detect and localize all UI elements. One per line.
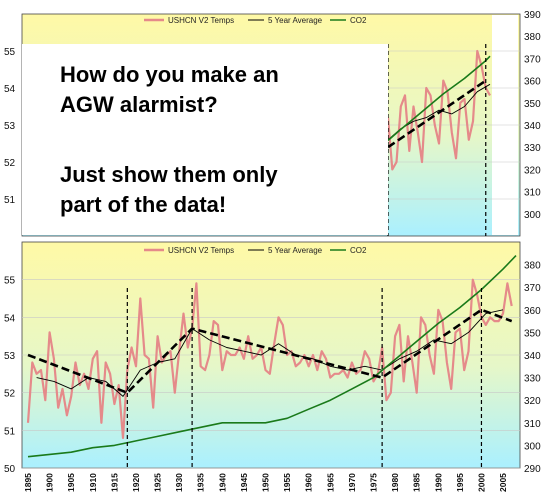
bottom-series-line [26, 278, 513, 439]
top-trend-line [387, 79, 487, 149]
bottom-xtick: 1935 [196, 473, 206, 492]
top-ytick-right: 300 [524, 210, 541, 221]
bottom-xtick: 1980 [390, 473, 400, 492]
top-ytick-left: 55 [4, 47, 16, 58]
bottom-ytick-left: 50 [4, 464, 16, 475]
bottom-chart: 50 51 52 53 54 55 290 300 310 320 330 340 350 360 370… [4, 241, 541, 492]
caption-line-2: AGW alarmist? [60, 92, 218, 117]
bottom-ytick-left: 53 [4, 351, 16, 362]
top-ytick-right: 310 [524, 188, 541, 199]
bottom-ytick-right: 330 [524, 374, 541, 385]
bottom-xtick: 2005 [498, 473, 508, 492]
bottom-ytick-left: 54 [4, 313, 16, 324]
top-ytick-left: 51 [4, 195, 16, 206]
bottom-xtick: 1985 [412, 473, 422, 492]
top-ytick-right: 330 [524, 143, 541, 154]
bottom-ytick-right: 360 [524, 306, 541, 317]
bottom-legend: USHCN V2 Temps 5 Year Average CO2 [144, 246, 367, 255]
top-ytick-left: 54 [4, 84, 16, 95]
bottom-ytick-right: 340 [524, 351, 541, 362]
top-ytick-left: 53 [4, 121, 16, 132]
bottom-xtick: 1975 [368, 473, 378, 492]
bottom-xtick: 1970 [347, 473, 357, 492]
bottom-ytick-right: 380 [524, 261, 541, 272]
top-legend: USHCN V2 Temps 5 Year Average CO2 [144, 16, 367, 25]
bottom-ytick-left: 55 [4, 276, 16, 287]
bottom-xtick: 1955 [282, 473, 292, 492]
top-right-axis-ticks: 300 310 320 330 340 350 360 370 380 390 [524, 10, 541, 221]
caption-line-1: How do you make an [60, 62, 279, 87]
bottom-ytick-right: 370 [524, 283, 541, 294]
bottom-trend-line [27, 308, 513, 395]
bottom-x-axis-ticks: 1895 1900 1905 1910 1915 1920 1925 1930 1935 1940… [23, 473, 508, 492]
bottom-xtick: 1925 [153, 473, 163, 492]
top-legend-temps: USHCN V2 Temps [168, 16, 234, 25]
bottom-ytick-right: 320 [524, 396, 541, 407]
top-ytick-right: 390 [524, 10, 541, 21]
top-ytick-right: 340 [524, 121, 541, 132]
caption-line-4: part of the data! [60, 192, 226, 217]
bottom-series [26, 255, 517, 468]
bottom-legend-co2: CO2 [350, 246, 367, 255]
bottom-xtick: 1930 [174, 473, 184, 492]
bottom-ytick-right: 290 [524, 464, 541, 475]
bottom-xtick: 2000 [476, 473, 486, 492]
top-ytick-right: 360 [524, 77, 541, 88]
top-ytick-right: 350 [524, 99, 541, 110]
bottom-xtick: 1920 [131, 473, 141, 492]
bottom-right-axis-ticks: 290 300 310 320 330 340 350 360 370 380 [524, 261, 541, 475]
bottom-legend-avg: 5 Year Average [268, 246, 323, 255]
bottom-xtick: 1910 [88, 473, 98, 492]
bottom-xtick: 1960 [304, 473, 314, 492]
bottom-ytick-left: 51 [4, 426, 16, 437]
caption-line-3: Just show them only [60, 162, 278, 187]
top-ytick-left: 52 [4, 158, 16, 169]
bottom-left-axis-ticks: 50 51 52 53 54 55 [4, 276, 16, 475]
bottom-xtick: 1895 [23, 473, 33, 492]
top-ytick-right: 320 [524, 165, 541, 176]
top-ytick-right: 380 [524, 32, 541, 43]
bottom-ytick-right: 300 [524, 441, 541, 452]
bottom-xtick: 1900 [45, 473, 55, 492]
bottom-legend-temps: USHCN V2 Temps [168, 246, 234, 255]
top-legend-co2: CO2 [350, 16, 367, 25]
bottom-ytick-right: 310 [524, 419, 541, 430]
bottom-series-line [27, 255, 517, 458]
bottom-xtick: 1940 [217, 473, 227, 492]
top-legend-avg: 5 Year Average [268, 16, 323, 25]
caption-box: How do you make an AGW alarmist? Just sh… [22, 44, 388, 235]
top-left-axis-ticks: 51 52 53 54 55 [4, 47, 16, 206]
bottom-xtick: 1915 [109, 473, 119, 492]
top-ytick-right: 370 [524, 54, 541, 65]
bottom-ytick-left: 52 [4, 389, 16, 400]
bottom-xtick: 1990 [433, 473, 443, 492]
bottom-xtick: 1945 [239, 473, 249, 492]
bottom-xtick: 1995 [455, 473, 465, 492]
top-series-line [386, 49, 491, 171]
bottom-xtick: 1905 [66, 473, 76, 492]
bottom-xtick: 1950 [261, 473, 271, 492]
bottom-xtick: 1965 [325, 473, 335, 492]
bottom-ytick-right: 350 [524, 328, 541, 339]
